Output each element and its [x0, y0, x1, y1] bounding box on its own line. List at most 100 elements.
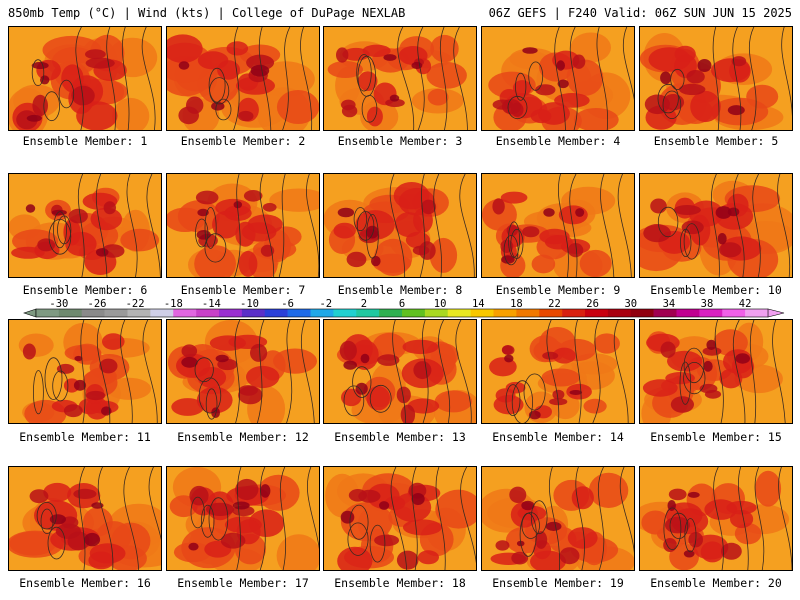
- ensemble-map-panel: [481, 173, 635, 278]
- colorbar-tick-label: -10: [240, 298, 259, 310]
- temperature-map: [324, 174, 476, 277]
- temperature-map: [167, 320, 319, 423]
- temperature-map: [167, 27, 319, 130]
- ensemble-member-label: Ensemble Member: 17: [177, 576, 309, 590]
- colorbar-swatch: [585, 309, 609, 317]
- ensemble-member-label: Ensemble Member: 19: [492, 576, 624, 590]
- colorbar-tick-label: 14: [472, 298, 485, 310]
- colorbar-tick-label: 34: [663, 298, 676, 310]
- ensemble-map-panel: [166, 26, 320, 131]
- ensemble-member-label: Ensemble Member: 16: [19, 576, 151, 590]
- colorbar-swatch: [630, 309, 654, 317]
- colorbar-swatch: [173, 309, 197, 317]
- ensemble-map-panel: [323, 173, 477, 278]
- colorbar-swatch: [676, 309, 700, 317]
- colorbar-tick-label: 42: [739, 298, 752, 310]
- colorbar-swatch: [402, 309, 426, 317]
- ensemble-member-label: Ensemble Member: 5: [653, 134, 779, 148]
- colorbar-tick-label: -6: [281, 298, 294, 310]
- colorbar-tick-label: -18: [164, 298, 183, 310]
- ensemble-member-label: Ensemble Member: 12: [177, 430, 309, 444]
- ensemble-map-panel: [481, 26, 635, 131]
- colorbar-swatch: [447, 309, 471, 317]
- ensemble-map-panel: [323, 319, 477, 424]
- ensemble-map-panel: [8, 173, 162, 278]
- colorbar-swatch: [539, 309, 563, 317]
- colorbar-tick-label: -22: [126, 298, 145, 310]
- colorbar-swatch: [699, 309, 723, 317]
- colorbar-swatch: [470, 309, 494, 317]
- ensemble-map-panel: [639, 173, 793, 278]
- colorbar-max-arrow: [767, 308, 785, 318]
- colorbar-swatch: [287, 309, 311, 317]
- temperature-map: [9, 174, 161, 277]
- ensemble-map-panel: [166, 466, 320, 571]
- ensemble-map-panel: [8, 466, 162, 571]
- ensemble-map-panel: [639, 26, 793, 131]
- colorbar-tick-label: -30: [49, 298, 68, 310]
- ensemble-member-label: Ensemble Member: 18: [334, 576, 466, 590]
- colorbar-swatch: [607, 309, 632, 317]
- ensemble-member-label: Ensemble Member: 15: [650, 430, 782, 444]
- ensemble-map-panel: [323, 26, 477, 131]
- colorbar-swatch: [104, 309, 128, 317]
- colorbar-swatch: [562, 309, 586, 317]
- colorbar-tick-label: -14: [202, 298, 221, 310]
- colorbar-swatch: [333, 309, 357, 317]
- ensemble-member-label: Ensemble Member: 20: [650, 576, 782, 590]
- colorbar-swatch: [241, 309, 266, 317]
- ensemble-member-label: Ensemble Member: 2: [180, 134, 306, 148]
- temperature-map: [640, 174, 792, 277]
- ensemble-map-panel: [166, 173, 320, 278]
- colorbar-tick-label: 30: [624, 298, 637, 310]
- colorbar-swatch: [219, 309, 243, 317]
- colorbar-tick-label: 26: [586, 298, 599, 310]
- ensemble-map-panel: [481, 466, 635, 571]
- temperature-map: [640, 27, 792, 130]
- colorbar-tick-label: 38: [701, 298, 714, 310]
- ensemble-member-label: Ensemble Member: 6: [22, 283, 148, 297]
- temperature-map: [482, 467, 634, 570]
- colorbar-swatch: [127, 309, 151, 317]
- colorbar-swatch: [310, 309, 334, 317]
- colorbar-tick-label: -26: [88, 298, 107, 310]
- colorbar-tick-label: -2: [319, 298, 332, 310]
- temperature-map: [324, 27, 476, 130]
- colorbar-min-arrow: [23, 308, 37, 318]
- ensemble-member-label: Ensemble Member: 1: [22, 134, 148, 148]
- temperature-map: [482, 174, 634, 277]
- colorbar-swatch: [150, 309, 174, 317]
- ensemble-member-label: Ensemble Member: 8: [337, 283, 463, 297]
- colorbar-swatch: [264, 309, 288, 317]
- colorbar-tick-label: 6: [399, 298, 405, 310]
- model-run-info: 06Z GEFS | F240 Valid: 06Z SUN JUN 15 20…: [488, 6, 792, 20]
- temperature-map: [167, 174, 319, 277]
- ensemble-member-label: Ensemble Member: 10: [650, 283, 782, 297]
- colorbar-swatch: [493, 309, 517, 317]
- ensemble-map-panel: [8, 319, 162, 424]
- ensemble-map-panel: [166, 319, 320, 424]
- colorbar-tick-label: 10: [434, 298, 447, 310]
- ensemble-member-label: Ensemble Member: 9: [495, 283, 621, 297]
- temperature-colorbar: -30 -26 -22 -18 -14 -10 -6 -2 2 6 10 14 18 22 26 30 34 38…: [23, 298, 785, 318]
- ensemble-member-label: Ensemble Member: 13: [334, 430, 466, 444]
- temperature-map: [640, 467, 792, 570]
- temperature-map: [167, 467, 319, 570]
- colorbar-swatch: [722, 309, 746, 317]
- temperature-map: [9, 467, 161, 570]
- colorbar-swatch: [424, 309, 449, 317]
- colorbar-tick-label: 22: [548, 298, 561, 310]
- ensemble-map-panel: [8, 26, 162, 131]
- ensemble-member-label: Ensemble Member: 7: [180, 283, 306, 297]
- colorbar-swatch: [81, 309, 105, 317]
- temperature-map: [640, 320, 792, 423]
- colorbar-swatch: [196, 309, 220, 317]
- temperature-map: [324, 320, 476, 423]
- map-title: 850mb Temp (°C) | Wind (kts) | College o…: [8, 6, 406, 20]
- ensemble-map-panel: [639, 466, 793, 571]
- ensemble-member-label: Ensemble Member: 4: [495, 134, 621, 148]
- colorbar-swatch: [58, 309, 83, 317]
- ensemble-member-label: Ensemble Member: 14: [492, 430, 624, 444]
- colorbar-tick-label: 2: [361, 298, 367, 310]
- colorbar-swatch: [379, 309, 403, 317]
